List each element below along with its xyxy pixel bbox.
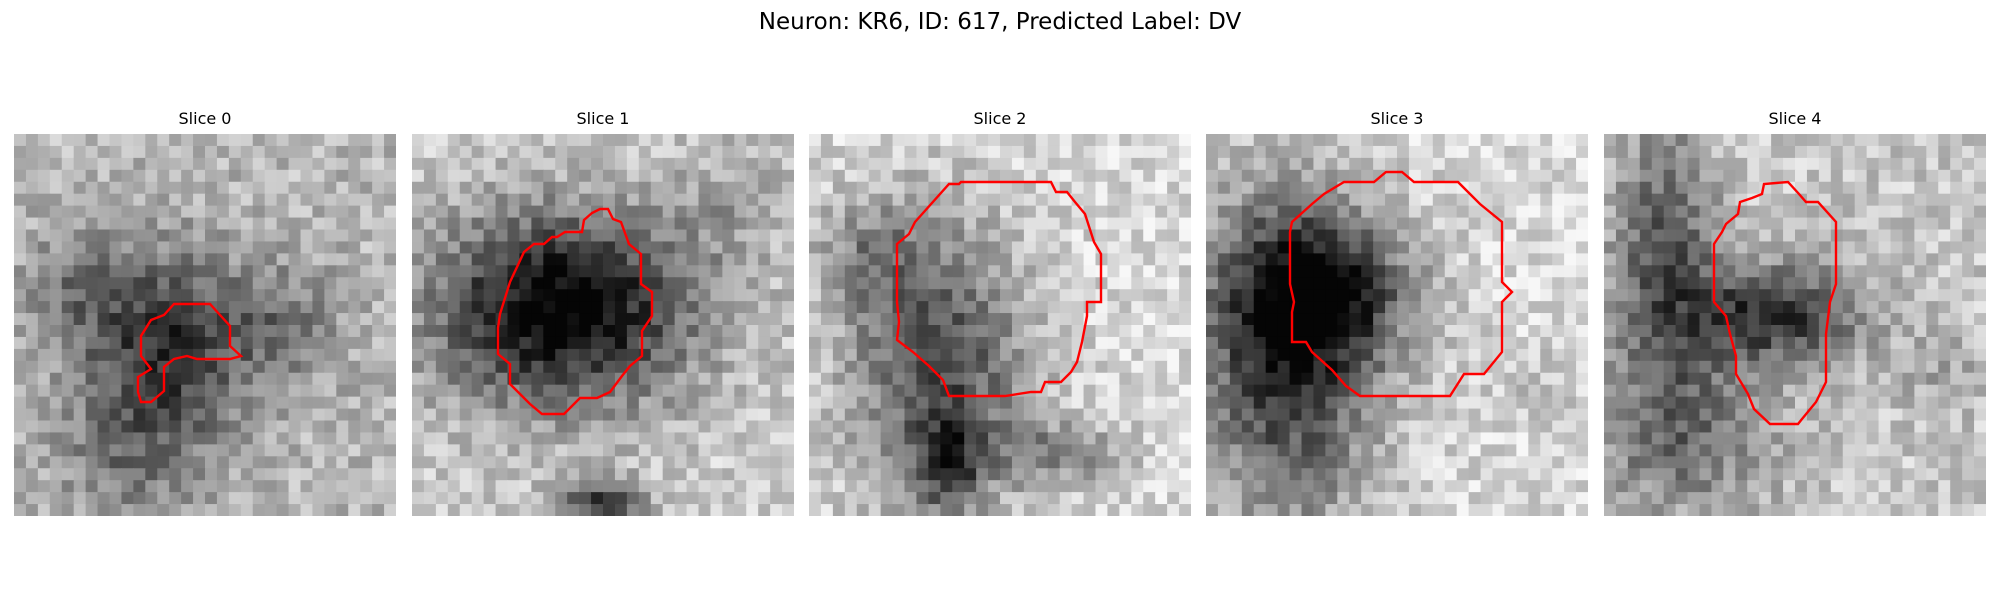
mask-contour: [895, 180, 1103, 398]
figure-title: Neuron: KR6, ID: 617, Predicted Label: D…: [758, 9, 1242, 35]
slice-title: Slice 0: [178, 109, 232, 128]
slice-image: [1604, 134, 1986, 516]
slice-image-svg: [809, 134, 1191, 516]
slice-title: Slice 2: [973, 109, 1027, 128]
mask-contour: [1712, 180, 1838, 426]
slice-image: [412, 134, 794, 516]
slice-image-svg: [1206, 134, 1588, 516]
slice-image: [14, 134, 396, 516]
slice-title: Slice 1: [576, 109, 630, 128]
slice-image-svg: [412, 134, 794, 516]
slice-title: Slice 4: [1768, 109, 1822, 128]
grayscale-patch: [14, 134, 396, 516]
mask-contour: [496, 207, 654, 416]
slice-image-svg: [14, 134, 396, 516]
slice-image: [809, 134, 1191, 516]
mask-contour: [136, 302, 244, 404]
grayscale-patch: [809, 134, 1191, 516]
slice-image: [1206, 134, 1588, 516]
mask-contour: [1288, 170, 1514, 398]
grayscale-patch: [1604, 134, 1986, 516]
slice-image-svg: [1604, 134, 1986, 516]
slice-title: Slice 3: [1370, 109, 1424, 128]
grayscale-patch: [412, 134, 794, 516]
grayscale-patch: [1206, 134, 1588, 516]
